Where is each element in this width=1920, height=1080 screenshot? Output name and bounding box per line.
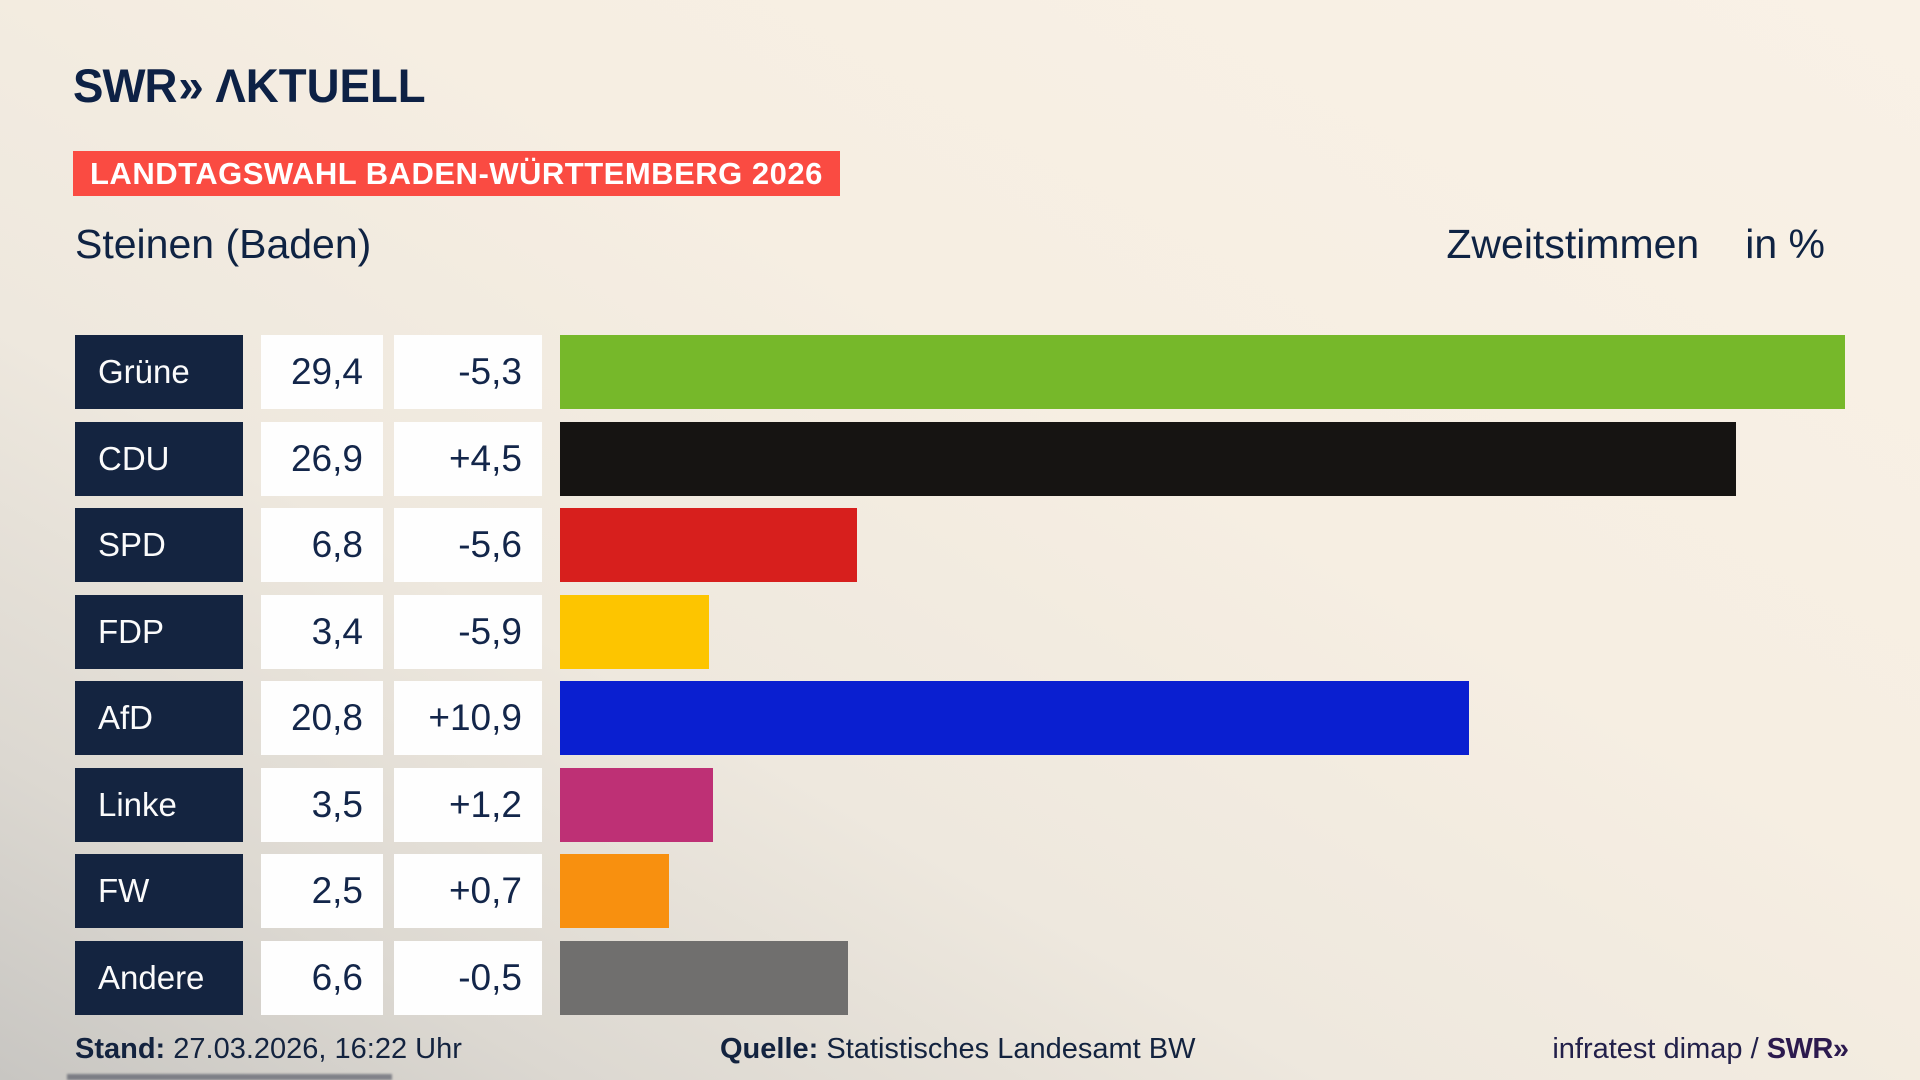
source-value: Statistisches Landesamt BW <box>818 1033 1196 1065</box>
party-label: Linke <box>75 768 243 842</box>
party-row: Linke 3,5 +1,2 <box>0 768 1920 842</box>
party-bar <box>560 335 1845 409</box>
party-value: 3,5 <box>261 768 383 842</box>
source-note: Quelle: Statistisches Landesamt BW <box>720 1032 1195 1067</box>
party-change: +4,5 <box>394 422 542 496</box>
party-change: -5,3 <box>394 335 542 409</box>
swr-aktuell-logo: SWR» ΛKTUELL <box>73 62 426 109</box>
party-bar <box>560 941 848 1015</box>
party-change: -5,9 <box>394 595 542 669</box>
stand-label: Stand: <box>75 1033 166 1065</box>
party-bar <box>560 768 713 842</box>
stand-value: 27.03.2026, 16:22 Uhr <box>165 1033 462 1065</box>
party-bar <box>560 681 1469 755</box>
party-bar <box>560 595 709 669</box>
party-change: -0,5 <box>394 941 542 1015</box>
party-label: SPD <box>75 508 243 582</box>
region-title: Steinen (Baden) <box>75 221 372 267</box>
party-change: +1,2 <box>394 768 542 842</box>
source-label: Quelle: <box>720 1033 819 1065</box>
credit-swr-brand: SWR» <box>1766 1033 1849 1065</box>
party-value: 3,4 <box>261 595 383 669</box>
party-value: 2,5 <box>261 854 383 928</box>
credit-chevron-icon: » <box>1832 1033 1849 1065</box>
party-value: 29,4 <box>261 335 383 409</box>
unit-label: in % <box>1745 221 1825 267</box>
credit-swr-text: SWR <box>1766 1033 1834 1065</box>
party-value: 20,8 <box>261 681 383 755</box>
party-row: CDU 26,9 +4,5 <box>0 422 1920 496</box>
credit-note: infratest dimap / SWR» <box>1552 1032 1849 1067</box>
party-row: FW 2,5 +0,7 <box>0 854 1920 928</box>
election-banner: LANDTAGSWAHL BADEN-WÜRTTEMBERG 2026 <box>73 151 840 196</box>
party-change: -5,6 <box>394 508 542 582</box>
logo-aktuell-text: ΛKTUELL <box>215 59 426 112</box>
party-row: Grüne 29,4 -5,3 <box>0 335 1920 409</box>
party-bar <box>560 854 669 928</box>
party-bar <box>560 422 1736 496</box>
party-label: CDU <box>75 422 243 496</box>
party-label: Grüne <box>75 335 243 409</box>
party-label: FW <box>75 854 243 928</box>
party-row: FDP 3,4 -5,9 <box>0 595 1920 669</box>
partial-row-strip <box>67 1074 392 1080</box>
party-row: SPD 6,8 -5,6 <box>0 508 1920 582</box>
party-label: Andere <box>75 941 243 1015</box>
party-change: +0,7 <box>394 854 542 928</box>
stand-timestamp: Stand: 27.03.2026, 16:22 Uhr <box>75 1032 462 1067</box>
party-bar <box>560 508 857 582</box>
party-row: AfD 20,8 +10,9 <box>0 681 1920 755</box>
credit-text: infratest dimap / <box>1552 1033 1767 1065</box>
logo-swr-text: SWR <box>73 59 177 112</box>
party-value: 6,8 <box>261 508 383 582</box>
measure-title: Zweitstimmen in % <box>1446 220 1825 269</box>
party-row: Andere 6,6 -0,5 <box>0 941 1920 1015</box>
party-value: 6,6 <box>261 941 383 1015</box>
measure-label: Zweitstimmen <box>1446 221 1700 267</box>
party-change: +10,9 <box>394 681 542 755</box>
party-label: AfD <box>75 681 243 755</box>
party-label: FDP <box>75 595 243 669</box>
party-value: 26,9 <box>261 422 383 496</box>
